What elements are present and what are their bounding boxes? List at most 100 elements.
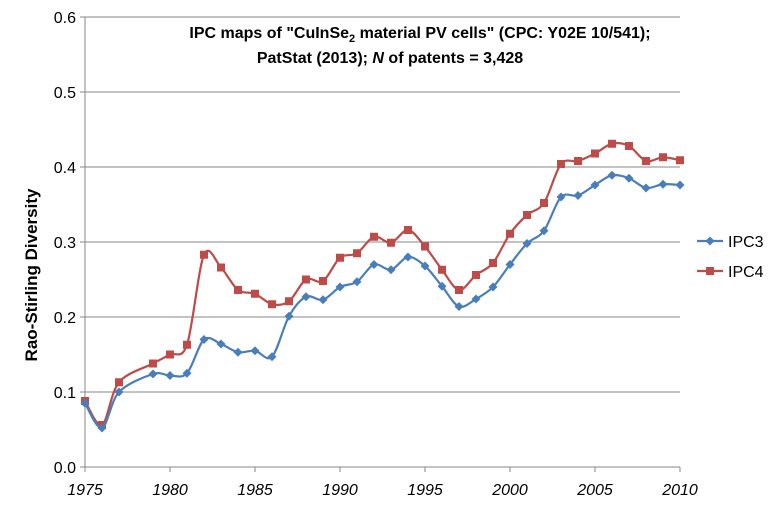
x-tick-label: 2010: [661, 482, 698, 499]
x-tick-label: 2000: [491, 482, 528, 499]
data-point: [251, 289, 259, 298]
data-point: [675, 180, 685, 190]
y-tick-label: 0.6: [54, 10, 76, 27]
data-point: [386, 265, 396, 275]
data-point: [523, 211, 531, 219]
legend-swatch-marker: [705, 236, 715, 246]
data-point: [335, 282, 345, 292]
data-point: [591, 149, 599, 158]
data-point: [659, 153, 667, 162]
x-tick-label: 1980: [152, 482, 188, 499]
legend-label: IPC4: [728, 264, 764, 281]
legend-label: IPC3: [728, 234, 764, 251]
data-point: [642, 157, 650, 165]
data-point: [114, 387, 124, 397]
data-point: [454, 302, 464, 311]
data-point: [234, 286, 242, 294]
data-point: [557, 160, 565, 168]
data-point: [556, 192, 566, 202]
data-point: [573, 191, 583, 200]
data-point: [353, 249, 361, 258]
data-point: [438, 265, 446, 274]
data-point: [641, 183, 651, 193]
data-point: [403, 252, 413, 262]
data-point: [471, 294, 481, 304]
data-point: [505, 260, 515, 269]
data-point: [625, 142, 633, 150]
data-point: [387, 238, 395, 247]
data-point: [522, 239, 532, 248]
data-point: [590, 180, 600, 190]
data-point: [420, 261, 430, 271]
data-point: [97, 423, 107, 433]
data-point: [217, 263, 225, 272]
series-layer: [80, 139, 685, 433]
data-point: [352, 277, 362, 287]
series-ipc3: [80, 170, 685, 433]
grid-layer: [85, 16, 680, 393]
data-point: [676, 156, 684, 165]
data-point: [250, 346, 260, 356]
data-point: [607, 170, 617, 180]
data-point: [369, 260, 379, 269]
legend: IPC3 IPC4: [697, 234, 764, 281]
y-axis-label: Rao-Stirling Diversity: [22, 188, 41, 361]
data-point: [200, 250, 208, 259]
y-tick-label: 0.2: [54, 310, 76, 327]
data-point: [404, 226, 412, 234]
data-point: [574, 157, 582, 165]
legend-item-ipc3: IPC3: [697, 234, 764, 251]
data-point: [421, 242, 429, 251]
chart-title-line-1: IPC maps of "CuInSe2 material PV cells" …: [189, 25, 650, 45]
data-point: [624, 173, 634, 183]
legend-swatch-marker: [706, 267, 714, 275]
data-point: [285, 297, 293, 306]
y-tick-label: 0.1: [54, 385, 76, 402]
x-tick-label: 2005: [576, 482, 613, 499]
data-point: [182, 368, 192, 378]
data-point: [302, 275, 310, 284]
data-point: [336, 253, 344, 262]
data-point: [319, 277, 327, 285]
data-point: [658, 179, 668, 189]
data-point: [267, 352, 277, 362]
data-point: [608, 139, 616, 148]
data-point: [284, 311, 294, 321]
data-point: [165, 371, 175, 380]
y-tick-label: 0.3: [54, 235, 76, 252]
data-point: [233, 347, 243, 357]
y-tick-label: 0.5: [54, 85, 76, 102]
data-point: [166, 350, 174, 359]
data-point: [539, 226, 549, 236]
data-point: [199, 335, 209, 344]
data-point: [268, 300, 276, 309]
x-tick-label: 1995: [407, 482, 443, 499]
data-point: [80, 398, 90, 408]
data-point: [115, 378, 123, 387]
y-tick-label: 0.0: [54, 460, 76, 477]
data-point: [489, 259, 497, 267]
ticks-layer: 0.0 0.1 0.2 0.3 0.4 0.5 0.6 1975 1980 1985 1990 199…: [54, 10, 698, 499]
x-tick-label: 1990: [322, 482, 358, 499]
data-point: [148, 369, 158, 379]
data-point: [540, 199, 548, 207]
data-point: [183, 340, 191, 349]
x-tick-label: 1975: [67, 482, 103, 499]
data-point: [488, 282, 498, 292]
x-tick-label: 1985: [237, 482, 273, 499]
data-point: [318, 295, 328, 305]
series-line: [84, 173, 681, 430]
data-point: [216, 339, 226, 349]
data-point: [506, 229, 514, 238]
chart-title-line-2: PatStat (2013); N of patents = 3,428: [257, 50, 523, 67]
data-point: [301, 292, 311, 302]
data-point: [455, 286, 463, 294]
data-point: [472, 271, 480, 279]
legend-item-ipc4: IPC4: [697, 264, 764, 281]
data-point: [149, 359, 157, 368]
series-line: [84, 142, 681, 427]
data-point: [370, 232, 378, 241]
data-point: [437, 281, 447, 291]
